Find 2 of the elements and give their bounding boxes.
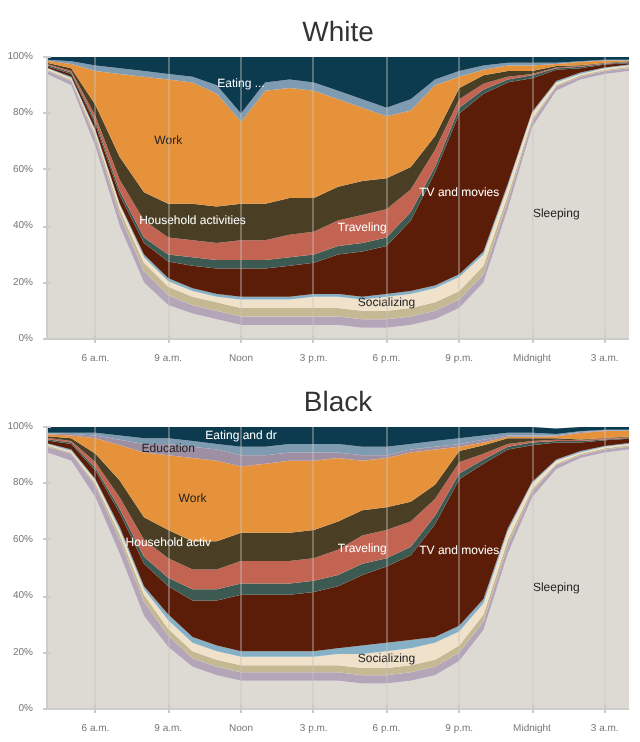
chart-title: Black — [303, 385, 375, 417]
chart-title: White — [302, 15, 375, 47]
